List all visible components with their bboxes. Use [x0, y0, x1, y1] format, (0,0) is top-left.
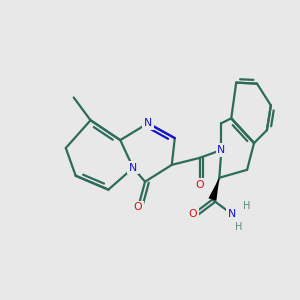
Text: N: N — [217, 145, 226, 155]
Text: O: O — [195, 180, 204, 190]
Text: O: O — [134, 202, 142, 212]
Text: N: N — [144, 118, 152, 128]
Text: H: H — [236, 222, 243, 232]
Text: H: H — [243, 202, 251, 212]
Text: N: N — [228, 209, 236, 219]
Text: O: O — [188, 209, 197, 219]
Polygon shape — [208, 178, 219, 201]
Text: N: N — [129, 163, 137, 173]
